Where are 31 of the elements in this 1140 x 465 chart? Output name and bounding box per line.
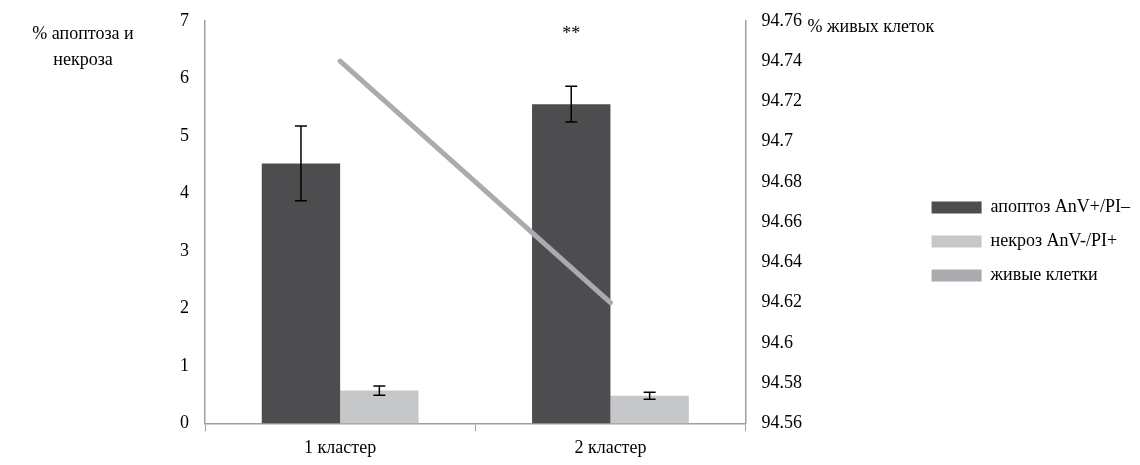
y2-tick-label: 94.58 bbox=[761, 371, 803, 392]
y2-tick-label: 94.66 bbox=[761, 210, 803, 231]
y2-tick-label: 94.56 bbox=[761, 412, 803, 433]
bar bbox=[532, 104, 611, 424]
y2-tick-label: 94.64 bbox=[761, 251, 803, 272]
y2-axis-title: % живых клеток bbox=[807, 16, 935, 37]
y2-tick-label: 94.68 bbox=[761, 170, 803, 191]
bar bbox=[261, 163, 341, 424]
y-tick-label: 0 bbox=[180, 412, 189, 433]
y2-tick-label: 94.74 bbox=[761, 49, 803, 70]
y-tick-label: 5 bbox=[180, 124, 189, 145]
y-axis-title: % апоптоза и некроза bbox=[31, 22, 135, 71]
y2-tick-label: 94.62 bbox=[761, 291, 803, 312]
y2-tick-label: 94.6 bbox=[761, 331, 794, 352]
bar bbox=[610, 395, 689, 424]
y-tick-label: 3 bbox=[180, 239, 189, 260]
y-tick-label: 7 bbox=[180, 9, 189, 30]
legend-label: живые клетки bbox=[989, 264, 1099, 285]
legend-label: апоптоз AnV+/PI– bbox=[990, 196, 1131, 217]
y2-tick-label: 94.72 bbox=[761, 90, 803, 111]
y2-tick-label: 94.76 bbox=[761, 9, 803, 30]
y-tick-label: 6 bbox=[180, 67, 189, 88]
y-tick-label: 2 bbox=[180, 297, 189, 318]
y2-tick-label: 94.7 bbox=[761, 130, 794, 151]
x-tick-label: 1 кластер bbox=[304, 436, 377, 457]
bar bbox=[340, 390, 419, 424]
x-tick-label: 2 кластер bbox=[574, 436, 647, 457]
annotation: ** bbox=[562, 22, 581, 44]
y-tick-label: 4 bbox=[180, 182, 189, 203]
y-tick-label: 1 bbox=[180, 354, 189, 375]
legend-label: некроз AnV-/PI+ bbox=[990, 230, 1118, 251]
